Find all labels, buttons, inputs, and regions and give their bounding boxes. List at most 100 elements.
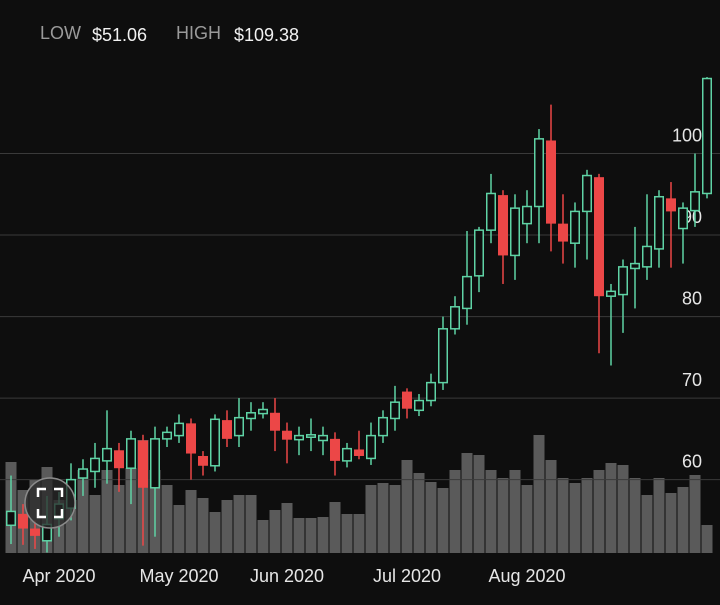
volume-bar (353, 514, 365, 553)
candle-body (546, 140, 556, 224)
candle-body (126, 438, 136, 469)
candle-body (138, 440, 148, 488)
volume-bar (317, 517, 329, 553)
candle-body (642, 245, 652, 268)
volume-bar (257, 520, 269, 553)
candle-body (102, 447, 112, 462)
y-tick-label: 60 (682, 451, 702, 471)
candle-body (222, 420, 232, 439)
candle-body (198, 455, 208, 466)
volume-bar (485, 470, 497, 553)
volume-bar (377, 483, 389, 553)
candle-body (690, 191, 700, 212)
volume-bar (233, 495, 245, 553)
volume-bar (389, 485, 401, 553)
volume-bar (449, 470, 461, 553)
volume-bar (413, 473, 425, 553)
y-tick-label: 80 (682, 288, 702, 308)
y-tick-label: 100 (672, 125, 702, 145)
volume-bar (545, 460, 557, 553)
candle-body (462, 275, 472, 310)
volume-bar (77, 470, 89, 553)
volume-bar (701, 525, 713, 553)
volume-bar (521, 485, 533, 553)
candle-body (582, 174, 592, 213)
volume-bar (653, 478, 665, 553)
volume-bar (305, 518, 317, 553)
candle-body (210, 418, 220, 467)
candle-body (390, 401, 400, 420)
volume-bar (677, 487, 689, 553)
volume-bar (461, 453, 473, 553)
candle-body (534, 138, 544, 208)
volume-bar (281, 503, 293, 553)
volume-bar (221, 500, 233, 553)
candle-body (522, 205, 532, 225)
candle-body (618, 266, 628, 296)
low-value: $51.06 (92, 25, 147, 45)
candle-body (450, 306, 460, 330)
candle-body (558, 223, 568, 242)
volume-bar (617, 465, 629, 553)
candle-body (18, 513, 28, 529)
volume-bar (557, 478, 569, 553)
candle-body (666, 198, 676, 212)
candle-body (90, 457, 100, 473)
candle-body (30, 528, 40, 536)
volume-bar (401, 460, 413, 553)
volume-bar (329, 502, 341, 553)
x-tick-label: Jun 2020 (250, 566, 324, 586)
volume-layer (5, 435, 713, 553)
x-tick-label: Aug 2020 (488, 566, 565, 586)
volume-bar (497, 478, 509, 553)
candle-body (366, 434, 376, 460)
candle-body (570, 210, 580, 244)
candle-body (342, 447, 352, 462)
volume-bar (197, 498, 209, 553)
candle-body (438, 328, 448, 384)
low-label: LOW (40, 23, 81, 43)
x-tick-label: May 2020 (139, 566, 218, 586)
volume-bar (101, 470, 113, 553)
candle-body (318, 434, 328, 442)
volume-bar (161, 485, 173, 553)
candle-body (78, 468, 88, 479)
candle-body (270, 412, 280, 431)
volume-bar (629, 478, 641, 553)
candle-body (426, 381, 436, 402)
candle-body (402, 391, 412, 409)
candle-body (474, 229, 484, 277)
candle-body (162, 431, 172, 440)
candle-body (246, 412, 256, 420)
volume-bar (173, 505, 185, 553)
volume-bar (689, 475, 701, 553)
volume-bar (125, 468, 137, 553)
volume-bar (605, 463, 617, 553)
volume-bar (365, 485, 377, 553)
volume-bar (509, 470, 521, 553)
candle-body (414, 399, 424, 412)
volume-bar (245, 495, 257, 553)
high-label: HIGH (176, 23, 221, 43)
volume-bar (665, 493, 677, 553)
candle-body (486, 192, 496, 231)
candle-body (174, 422, 184, 437)
candle-body (702, 77, 712, 195)
candle-body (294, 434, 304, 441)
fullscreen-button[interactable] (24, 477, 76, 529)
candle-body (378, 416, 388, 437)
candle-body (6, 510, 16, 527)
x-tick-label: Apr 2020 (22, 566, 95, 586)
candle-body (306, 434, 316, 438)
volume-bar (341, 514, 353, 553)
volume-bar (593, 470, 605, 553)
high-value: $109.38 (234, 25, 299, 45)
volume-bar (113, 485, 125, 553)
volume-bar (89, 495, 101, 553)
candle-body (282, 430, 292, 440)
volume-bar (65, 500, 77, 553)
volume-bar (581, 478, 593, 553)
y-tick-label: 70 (682, 370, 702, 390)
